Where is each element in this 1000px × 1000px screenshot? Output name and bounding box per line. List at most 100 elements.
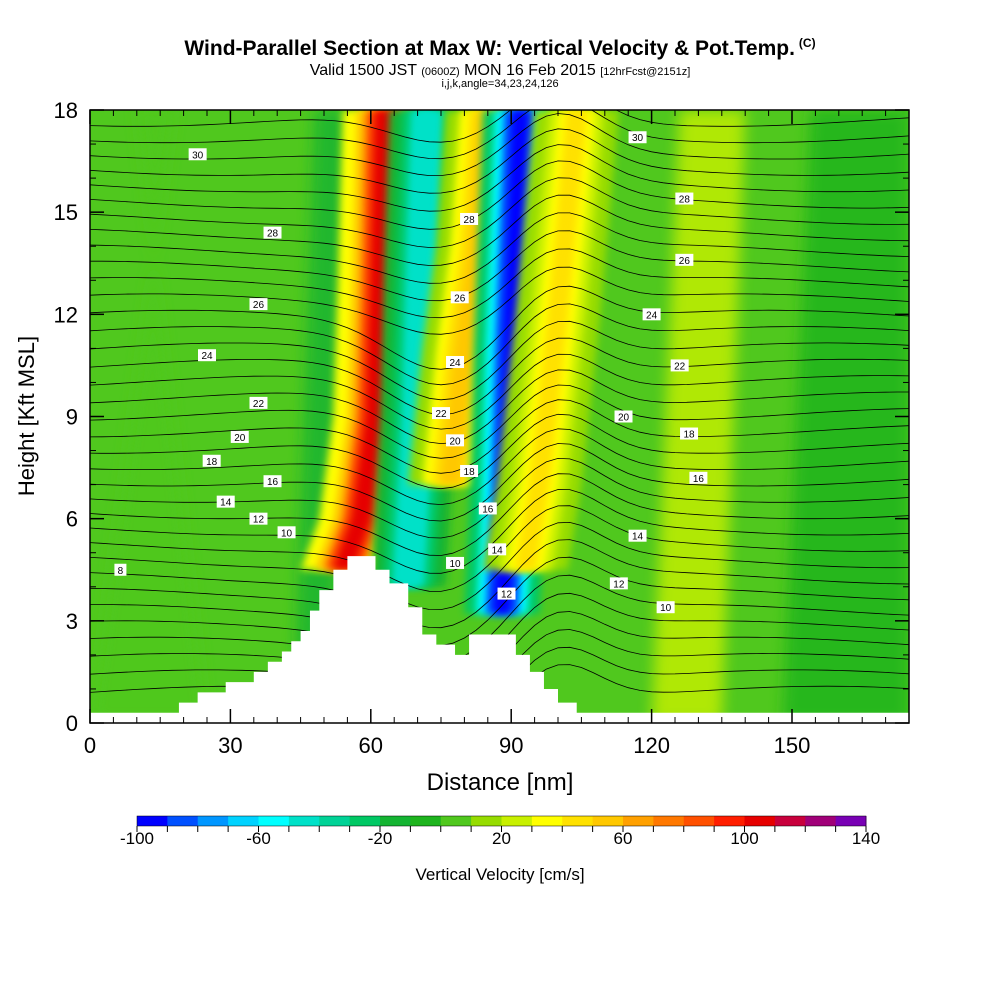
contour-label-bg: [675, 192, 694, 205]
theta-isoline: [90, 556, 909, 647]
contour-label: 20: [234, 433, 246, 444]
contour-label: 14: [632, 532, 644, 543]
colorbar-swatch: [835, 816, 867, 826]
theta-isoline: [90, 384, 909, 459]
contour-label: 30: [632, 133, 644, 144]
colorbar-swatch: [137, 816, 168, 826]
contour-label: 12: [613, 579, 625, 590]
contour-label-bg: [198, 349, 216, 362]
colorbar-swatch: [623, 816, 654, 826]
x-tick-label: 60: [359, 733, 383, 758]
contour-label: 24: [201, 351, 213, 362]
colorbar-swatch: [228, 816, 259, 826]
colorbar-swatch: [714, 816, 745, 826]
theta-isoline: [90, 320, 909, 401]
theta-isoline: [90, 212, 909, 284]
contour-label: 22: [674, 361, 686, 372]
contour-label: 12: [253, 515, 265, 526]
theta-isoline: [90, 248, 909, 319]
contour-label-bg: [497, 587, 516, 600]
contour-label: 30: [192, 150, 204, 161]
colorbar-swatch: [349, 816, 381, 826]
colorbar-swatch: [774, 816, 806, 826]
broad-sink-far-east: [782, 110, 909, 723]
colorbar-tick-label: 20: [492, 829, 511, 848]
plot-area: 8 10 10 10 12 12 12 14 14 14 16 16 16 18 18 18 20 20 20 22 2…: [90, 110, 909, 723]
theta-isoline: [90, 303, 909, 386]
contour-label: 20: [618, 413, 630, 424]
theta-isoline: [90, 413, 909, 490]
x-axis-label: Distance [nm]: [427, 769, 574, 796]
theta-isoline: [90, 160, 909, 230]
contour-label-bg: [675, 253, 694, 266]
contour-label-bg: [446, 556, 465, 569]
contour-label: 14: [220, 498, 232, 509]
colorbar-swatch: [258, 816, 290, 826]
colorbar-swatch: [197, 816, 229, 826]
contour-label: 18: [464, 467, 476, 478]
y-axis-label: Height [Kft MSL]: [14, 336, 39, 496]
contour-label: 16: [482, 504, 494, 515]
contour-label-bg: [230, 430, 249, 443]
theta-isoline: [90, 369, 909, 445]
title-unit: (C): [798, 36, 816, 50]
contour-label-bg: [446, 434, 465, 447]
theta-isoline: [90, 574, 909, 664]
theta-isoline: [90, 113, 909, 176]
colorbar-swatch: [562, 816, 594, 826]
contour-label-bg: [446, 356, 465, 369]
colorbar-swatch: [683, 816, 715, 826]
x-tick-label: 0: [84, 733, 96, 758]
contour-label-bg: [202, 454, 221, 467]
colorbar-swatch: [167, 816, 199, 826]
contour-label-bg: [628, 131, 647, 144]
contour-label: 28: [464, 215, 476, 226]
theta-isoline: [90, 285, 909, 370]
chart-title: Wind-Parallel Section at Max W: Vertical…: [184, 36, 816, 60]
contour-label: 22: [435, 409, 447, 420]
contour-label: 16: [267, 477, 279, 488]
theta-isoline: [90, 473, 909, 556]
broad-lift-east: [651, 110, 746, 723]
contour-label-bg: [263, 475, 282, 488]
colorbar-tick-label: 100: [730, 829, 758, 848]
contour-label-bg: [277, 526, 296, 539]
x-tick-label: 30: [218, 733, 242, 758]
theta-isoline: [90, 110, 909, 160]
theta-isoline: [90, 230, 909, 302]
colorbar-swatch: [805, 816, 837, 826]
theta-isoline: [90, 489, 909, 574]
contour-label-bg: [249, 298, 268, 311]
colorbar-swatch: [288, 816, 320, 826]
colorbar-swatch: [592, 816, 624, 826]
y-tick-label: 6: [66, 507, 78, 532]
valid-time: Valid 1500 JST: [309, 62, 417, 79]
valid-utc: (0600Z): [421, 66, 460, 78]
colorbar-swatch: [380, 816, 411, 826]
w-band-4-3: [514, 110, 588, 570]
terrain-profile: [90, 556, 909, 723]
colorbar: -100 -60 -20 20 60 100 140: [120, 815, 880, 848]
colorbar-tick-label: -20: [368, 829, 393, 848]
theta-isoline: [90, 144, 909, 212]
valid-date: MON 16 Feb 2015: [464, 62, 596, 79]
contour-label: 24: [646, 310, 658, 321]
contour-label: 8: [118, 566, 124, 577]
theta-isoline: [90, 266, 909, 335]
contour-label-bg: [216, 495, 235, 508]
contour-label-bg: [450, 291, 469, 304]
contour-label: 24: [449, 358, 461, 369]
contour-label-bg: [460, 464, 479, 477]
theta-isoline: [90, 521, 909, 611]
theta-isoline: [90, 177, 909, 248]
contour-label: 10: [660, 603, 672, 614]
colorbar-tick-label: -60: [246, 829, 271, 848]
contour-label-bg: [114, 563, 127, 576]
contour-label: 20: [449, 436, 461, 447]
contour-label: 28: [267, 229, 279, 240]
theta-isoline: [90, 428, 909, 506]
contour-label-bg: [488, 543, 507, 556]
y-tick-label: 15: [54, 200, 78, 225]
colorbar-swatch: [410, 816, 442, 826]
